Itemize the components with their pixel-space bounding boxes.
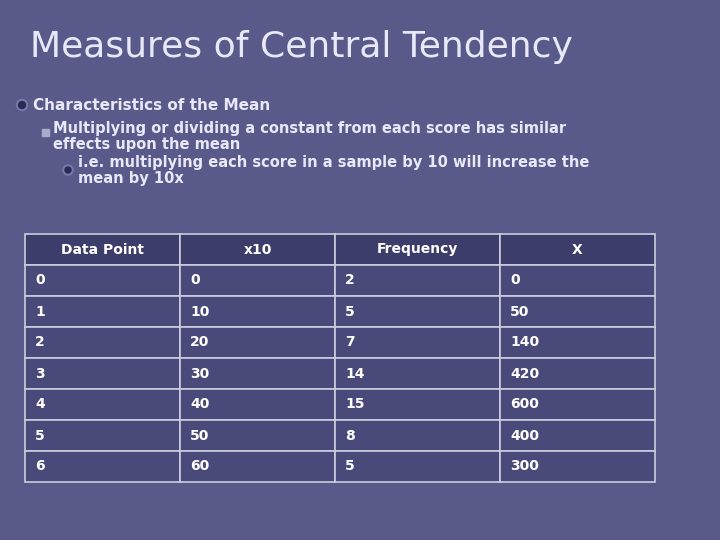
Bar [335,327,500,358]
Bar [25,420,180,451]
Bar [180,389,335,420]
Bar [180,265,335,296]
Circle shape [19,102,25,109]
Text: 6: 6 [35,460,45,474]
Text: x10: x10 [243,242,271,256]
Text: 20: 20 [190,335,210,349]
Bar [25,389,180,420]
Text: Multiplying or dividing a constant from each score has similar: Multiplying or dividing a constant from … [53,122,566,137]
Text: 14: 14 [345,367,364,381]
Text: 50: 50 [510,305,529,319]
Bar [500,265,655,296]
Text: 2: 2 [35,335,45,349]
Bar [500,234,655,265]
Text: 400: 400 [510,429,539,442]
Bar [500,296,655,327]
Circle shape [65,167,71,173]
Text: 5: 5 [35,429,45,442]
Text: 40: 40 [190,397,210,411]
Bar [335,296,500,327]
Text: 0: 0 [510,273,520,287]
Text: 300: 300 [510,460,539,474]
Text: 30: 30 [190,367,210,381]
Bar [180,296,335,327]
Text: 50: 50 [190,429,210,442]
Bar [42,129,48,136]
Text: 10: 10 [190,305,210,319]
Text: effects upon the mean: effects upon the mean [53,137,240,152]
Bar [335,234,500,265]
Text: 8: 8 [345,429,355,442]
Bar [25,327,180,358]
Bar [180,451,335,482]
Circle shape [63,165,73,175]
Text: 3: 3 [35,367,45,381]
Bar [335,358,500,389]
Bar [500,389,655,420]
Text: Characteristics of the Mean: Characteristics of the Mean [33,98,270,112]
Bar [500,451,655,482]
Bar [25,296,180,327]
Text: 420: 420 [510,367,539,381]
Bar [500,358,655,389]
Text: Data Point: Data Point [61,242,144,256]
Text: 15: 15 [345,397,364,411]
Text: Measures of Central Tendency: Measures of Central Tendency [30,30,573,64]
Text: X: X [572,242,583,256]
Text: Frequency: Frequency [377,242,458,256]
Bar [25,265,180,296]
Text: 600: 600 [510,397,539,411]
Text: 0: 0 [35,273,45,287]
Circle shape [17,99,27,111]
Bar [500,327,655,358]
Bar [500,420,655,451]
Bar [335,389,500,420]
Bar [335,265,500,296]
Bar [180,234,335,265]
Bar [25,451,180,482]
Text: 5: 5 [345,460,355,474]
Bar [25,234,180,265]
Text: 1: 1 [35,305,45,319]
Bar [25,358,180,389]
Text: 5: 5 [345,305,355,319]
Text: 140: 140 [510,335,539,349]
Bar [180,327,335,358]
Text: i.e. multiplying each score in a sample by 10 will increase the: i.e. multiplying each score in a sample … [78,156,590,171]
Text: 2: 2 [345,273,355,287]
Text: 7: 7 [345,335,355,349]
Bar [180,358,335,389]
Text: ΣX = 1910   Mean = 1910/56 = 34.1: ΣX = 1910 Mean = 1910/56 = 34.1 [208,240,512,255]
Bar [335,420,500,451]
Bar [180,420,335,451]
Bar [335,451,500,482]
Text: mean by 10x: mean by 10x [78,171,184,186]
Text: 4: 4 [35,397,45,411]
Text: 0: 0 [190,273,199,287]
Text: 60: 60 [190,460,210,474]
